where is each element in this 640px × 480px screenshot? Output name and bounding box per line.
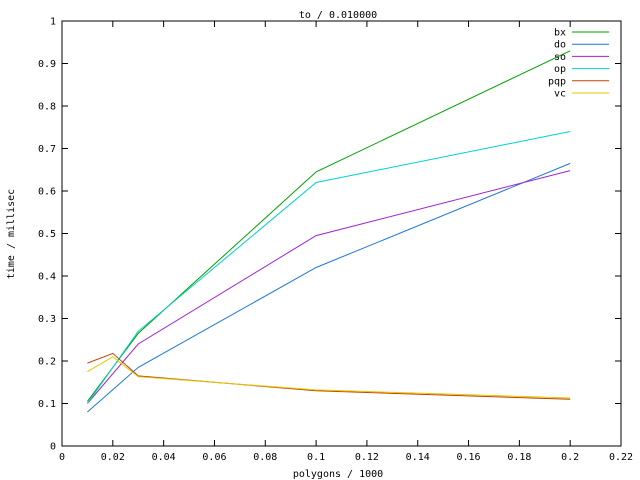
x-tick-label: 0.02 — [101, 452, 125, 463]
y-tick-label: 0.9 — [38, 59, 56, 70]
series-line-vc — [87, 356, 571, 399]
legend-label-vc: vc — [554, 89, 566, 100]
y-tick-label: 0.5 — [38, 229, 56, 240]
x-tick-label: 0.2 — [561, 452, 579, 463]
y-tick-label: 0.7 — [38, 144, 56, 155]
y-tick-label: 0.6 — [38, 187, 56, 198]
series-line-so — [87, 170, 571, 404]
y-tick-label: 0.4 — [38, 272, 56, 283]
x-tick-label: 0.22 — [609, 452, 633, 463]
y-tick-label: 0.3 — [38, 314, 56, 325]
series-layer — [86, 50, 571, 413]
series-line-op — [86, 131, 571, 404]
y-tick-label: 0.8 — [38, 102, 56, 113]
x-tick-label: 0 — [59, 452, 65, 463]
x-tick-label: 0.08 — [253, 452, 277, 463]
y-tick-label: 0.1 — [38, 399, 56, 410]
x-tick-label: 0.04 — [152, 452, 176, 463]
series-line-pqp — [87, 352, 571, 400]
y-axis-label: time / millisec — [6, 189, 17, 279]
x-tick-label: 0.06 — [202, 452, 226, 463]
x-tick-label: 0.18 — [507, 452, 531, 463]
x-tick-label: 0.14 — [406, 452, 430, 463]
legend-label-op: op — [554, 64, 566, 75]
y-tick-label: 0 — [50, 442, 56, 453]
chart-title: to / 0.010000 — [299, 10, 377, 21]
series-line-do — [87, 162, 571, 413]
legend-label-do: do — [554, 40, 566, 51]
axes: 0 0.02 0.04 0.06 0.08 0.1 0.12 0.14 0.16 0.18 0.2 0… — [38, 17, 633, 464]
x-tick-label: 0.12 — [355, 452, 379, 463]
y-tick-label: 1 — [50, 17, 56, 28]
x-tick-label: 0.1 — [307, 452, 325, 463]
x-axis-label: polygons / 1000 — [293, 469, 383, 480]
legend-label-so: so — [554, 52, 566, 63]
y-tick-label: 0.2 — [38, 357, 56, 368]
x-tick-label: 0.16 — [456, 452, 480, 463]
legend-label-bx: bx — [554, 28, 566, 39]
legend-label-pqp: pqp — [548, 76, 566, 87]
